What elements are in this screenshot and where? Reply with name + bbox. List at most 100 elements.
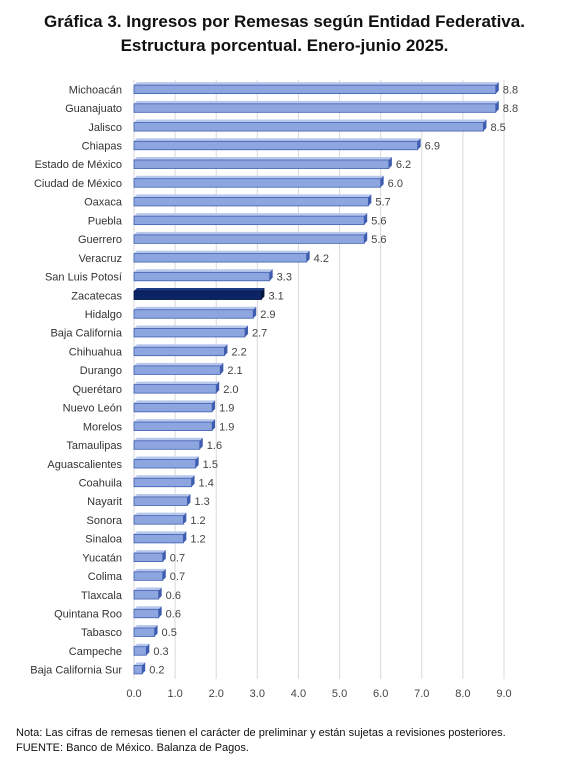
bar-top (134, 82, 499, 86)
bar-top (134, 344, 228, 348)
bar-side (388, 156, 392, 169)
data-label: 8.8 (503, 103, 518, 115)
bar-top (134, 213, 368, 217)
category-label: Chihuahua (69, 346, 123, 358)
bar-top (134, 531, 187, 535)
data-label: 0.3 (153, 646, 168, 658)
bar (133, 103, 497, 113)
bar (133, 253, 308, 263)
category-label: Zacatecas (71, 290, 122, 302)
category-label: Michoacán (69, 84, 122, 96)
data-label: 8.8 (503, 84, 518, 96)
bar-top (134, 568, 166, 572)
data-label: 1.4 (199, 477, 214, 489)
bar (133, 328, 246, 338)
bar-top (134, 194, 372, 198)
bar-top (134, 138, 421, 142)
x-tick-label: 9.0 (496, 688, 511, 700)
category-label: Sonora (87, 515, 123, 527)
data-label: 1.9 (219, 421, 234, 433)
data-label: 1.2 (190, 534, 205, 546)
x-tick-label: 7.0 (414, 688, 429, 700)
bar-side (154, 624, 158, 637)
bar (133, 309, 254, 319)
bar-top (134, 643, 150, 647)
data-label: 2.9 (260, 309, 275, 321)
category-label: Nuevo León (63, 403, 122, 415)
bar-side (191, 475, 195, 487)
category-label: Chiapas (82, 141, 123, 153)
data-label: 1.3 (194, 496, 209, 508)
data-label: 0.2 (149, 665, 164, 677)
data-label: 0.7 (170, 552, 185, 564)
bar-top (134, 475, 195, 479)
bar-top (134, 493, 191, 497)
bar-top (134, 624, 158, 628)
data-label: 6.2 (396, 159, 411, 171)
category-label: Colima (88, 571, 123, 583)
data-label: 2.7 (252, 328, 267, 340)
x-tick-label: 1.0 (167, 688, 182, 700)
category-label: Guanajuato (65, 103, 122, 115)
bar-side (212, 419, 216, 431)
bar-side (224, 344, 228, 356)
bar-side (216, 381, 220, 394)
bar (133, 477, 192, 488)
bar (133, 459, 197, 469)
category-label: Nayarit (87, 496, 122, 508)
x-tick-label: 4.0 (291, 688, 306, 700)
bar-top (134, 419, 216, 423)
bar-top (134, 381, 220, 385)
x-tick-label: 6.0 (373, 688, 388, 700)
data-label: 3.3 (277, 272, 292, 284)
data-label: 6.9 (425, 141, 440, 153)
bar-chart: 0.0 1.0 2.0 3.0 4.0 5.0 6.0 7.0 8.0 9.0 Michoacán 8… (30, 80, 518, 700)
data-label: 6.0 (388, 178, 403, 190)
category-label: Aguascalientes (47, 459, 122, 471)
data-label: 1.6 (207, 440, 222, 452)
data-label: 2.0 (223, 384, 238, 396)
data-label: 1.5 (203, 459, 218, 471)
x-tick-label: 5.0 (332, 688, 347, 700)
bar-side (495, 100, 499, 113)
bar (133, 421, 213, 431)
bar (133, 197, 369, 207)
bar-side (199, 437, 203, 450)
data-label: 3.1 (268, 290, 283, 302)
note-text: Nota: Las cifras de remesas tienen el ca… (16, 727, 506, 739)
bar (133, 234, 365, 244)
bar-side (146, 643, 150, 656)
category-label: Estado de México (35, 159, 122, 171)
category-label: Ciudad de México (34, 178, 122, 190)
bar-side (380, 175, 384, 188)
chart-title: Gráfica 3. Ingresos por Remesas según En… (44, 12, 525, 31)
bar (133, 440, 201, 450)
bar-side (364, 213, 368, 225)
category-label: Veracruz (79, 253, 122, 265)
category-label: Hidalgo (85, 309, 122, 321)
bar (133, 271, 271, 282)
bar-top (134, 512, 187, 516)
bar-top (134, 550, 166, 554)
bar-side (417, 138, 421, 150)
bar (133, 84, 497, 95)
bar (133, 159, 390, 169)
category-label: Baja California Sur (30, 665, 122, 677)
bar-side (158, 606, 162, 618)
chart-title-block: Gráfica 3. Ingresos por Remesas según En… (0, 10, 569, 58)
bar-side (162, 568, 166, 581)
category-label: San Luis Potosí (45, 272, 122, 284)
category-label: Puebla (88, 215, 123, 227)
bar-top (134, 362, 224, 366)
category-label: Baja California (50, 328, 122, 340)
data-label: 8.5 (490, 122, 505, 134)
bar-side (183, 512, 187, 525)
x-tick-label: 2.0 (209, 688, 224, 700)
bar (133, 215, 365, 226)
bar-top (134, 100, 499, 104)
bar-top (134, 119, 487, 123)
bar (133, 515, 184, 525)
source-text: FUENTE: Banco de México. Balanza de Pago… (16, 742, 249, 754)
bar-side (306, 250, 310, 263)
bar-top (134, 437, 203, 441)
